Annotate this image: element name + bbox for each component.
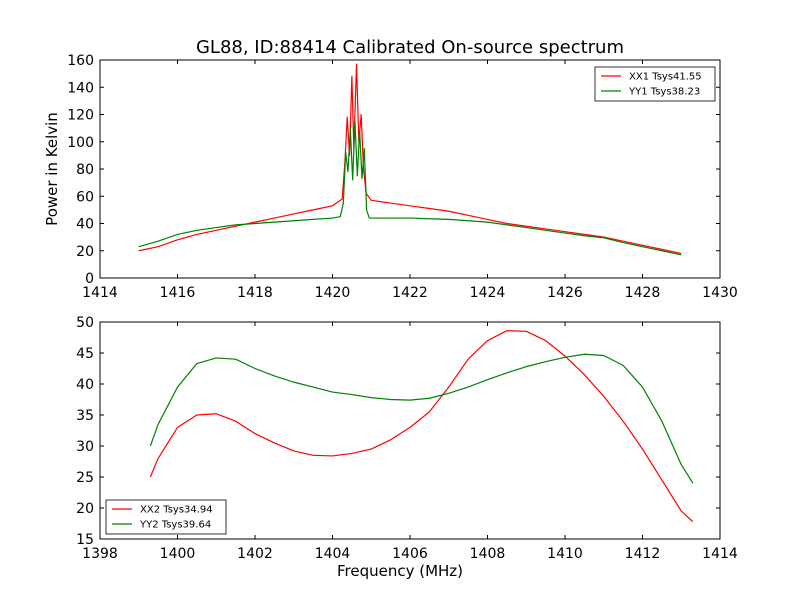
x-tick-label: 1430 [702, 285, 738, 301]
y-tick-label: 140 [67, 80, 94, 96]
bottom-panel: 1398 1400 1402 1404 1406 1408 1410 1412 1414 15 20… [76, 315, 738, 580]
x-tick-label: 1428 [625, 285, 661, 301]
series-line-2 [138, 120, 682, 256]
x-tick-label: 1404 [315, 546, 351, 562]
y-tick-label: 100 [67, 135, 94, 151]
y-tick-label: 20 [76, 501, 94, 517]
x-tick-label: 1406 [392, 546, 428, 562]
y-tick-label: 20 [76, 244, 94, 260]
x-tick-label: 1426 [547, 285, 583, 301]
y-tick-label: 0 [85, 271, 94, 287]
series-line-1 [149, 330, 694, 523]
y-tick-label: 120 [67, 108, 94, 124]
y-axis-label: Power in Kelvin [43, 112, 61, 226]
x-tick-label: 1414 [82, 285, 118, 301]
legend: XX2 Tsys34.94 YY2 Tsys39.64 [105, 499, 227, 535]
legend-label-1: XX2 Tsys34.94 [140, 505, 213, 516]
legend-label-1: XX1 Tsys41.55 [629, 72, 702, 83]
x-axis-label: Frequency (MHz) [337, 562, 463, 580]
y-tick-label: 80 [76, 162, 94, 178]
figure-title: GL88, ID:88414 Calibrated On-source spec… [196, 37, 624, 58]
legend-label-2: YY1 Tsys38.23 [628, 87, 700, 98]
series-line-2 [149, 353, 694, 484]
y-tick-label: 15 [76, 532, 94, 548]
series-line-1 [138, 63, 682, 255]
x-tick-label: 1414 [702, 546, 738, 562]
y-tick-label: 50 [76, 315, 94, 331]
x-tick-label: 1416 [160, 285, 196, 301]
top-panel: 1414 1416 1418 1420 1422 1424 1426 1428 1430 0 20 4… [43, 53, 738, 301]
legend-label-2: YY2 Tsys39.64 [139, 520, 211, 531]
y-tick-label: 40 [76, 377, 94, 393]
y-tick-label: 25 [76, 470, 94, 486]
y-tick-label: 30 [76, 439, 94, 455]
x-tick-label: 1418 [237, 285, 273, 301]
y-tick-label: 40 [76, 217, 94, 233]
y-tick-label: 60 [76, 189, 94, 205]
x-tick-label: 1412 [625, 546, 661, 562]
x-tick-label: 1420 [315, 285, 351, 301]
legend-box [594, 66, 716, 102]
x-tick-label: 1422 [392, 285, 428, 301]
x-tick-label: 1402 [237, 546, 273, 562]
x-tick-label: 1424 [470, 285, 506, 301]
y-tick-label: 35 [76, 408, 94, 424]
y-tick-label: 45 [76, 346, 94, 362]
x-tick-label: 1398 [82, 546, 118, 562]
legend-box [105, 499, 227, 535]
x-tick-label: 1410 [547, 546, 583, 562]
x-tick-label: 1400 [160, 546, 196, 562]
x-tick-label: 1408 [470, 546, 506, 562]
legend: XX1 Tsys41.55 YY1 Tsys38.23 [594, 66, 716, 102]
y-tick-label: 160 [67, 53, 94, 69]
